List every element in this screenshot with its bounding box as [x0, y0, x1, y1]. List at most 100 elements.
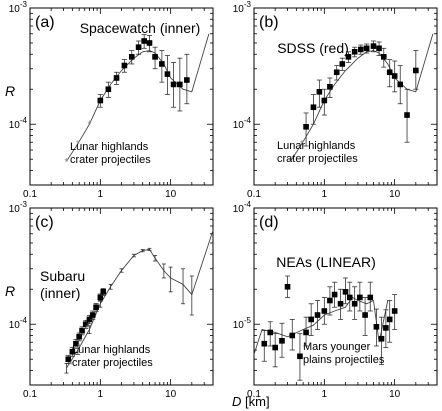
data-point [333, 69, 340, 76]
x-tick-label: 1 [98, 389, 104, 400]
data-point [321, 308, 328, 314]
y-tick-label: 10-5 [233, 316, 252, 331]
data-point [261, 340, 268, 347]
panel-title: NEAs (LINEAR) [276, 254, 376, 270]
panel-label: (c) [35, 214, 54, 231]
data-point [170, 81, 177, 88]
data-point [314, 312, 321, 318]
data-point [331, 291, 338, 298]
data-point [351, 300, 358, 307]
panel-annotation: plains projectiles [303, 354, 385, 366]
data-point [357, 46, 364, 53]
data-point [373, 324, 380, 330]
data-point [303, 329, 309, 336]
data-point [159, 61, 165, 67]
data-point [357, 294, 363, 301]
data-point-star: * [87, 120, 91, 131]
panel-annotation: Mars younger [303, 341, 371, 353]
panel-annotation: Lunar highlands [70, 141, 149, 153]
panel-a: 0.1 1 10 * * * (a) Spacewatch (inner) Lunar high… [5, 7, 214, 200]
data-point-star: * [289, 157, 293, 168]
data-point [327, 83, 333, 90]
panel-label: (d) [259, 214, 279, 231]
data-point [65, 356, 72, 363]
data-point [82, 321, 89, 328]
data-point [89, 312, 96, 318]
y-axis-label: R [5, 83, 15, 99]
data-point [177, 81, 183, 88]
data-point [383, 325, 389, 331]
data-point [378, 335, 385, 342]
data-point [152, 54, 158, 60]
panel-title: Subaru [40, 268, 85, 284]
data-point [79, 327, 85, 334]
y-tick-label: 10-3 [233, 0, 252, 15]
data-point [297, 353, 303, 360]
panel-title: Spacewatch (inner) [80, 20, 201, 36]
data-point [128, 54, 135, 60]
data-point [267, 329, 274, 336]
data-point [105, 86, 112, 93]
data-point [146, 40, 153, 46]
data-point [391, 308, 398, 314]
y-tick-label: 10-4 [233, 200, 252, 215]
data-point [351, 48, 358, 55]
data-point [391, 73, 398, 79]
data-point-star: * [76, 139, 80, 150]
y-axis-label: R [5, 283, 15, 299]
data-point [346, 294, 353, 301]
y-tick-label: 10-4 [9, 116, 28, 131]
x-tick-label: 10 [389, 389, 401, 400]
data-point [310, 104, 317, 111]
data-point [73, 340, 79, 347]
x-tick-label: 0.1 [247, 189, 261, 200]
data-point-star: * [69, 360, 73, 371]
data-point-star: * [85, 323, 89, 334]
data-point [93, 304, 99, 311]
x-axis-label: D [km] [232, 394, 270, 409]
panel-label: (b) [259, 14, 279, 31]
panel-title: (inner) [40, 285, 80, 301]
panel-c: 0.1 1 10 * * * (c) Subaru(inner) Lunar highlands… [5, 207, 214, 400]
x-tick-label: 10 [389, 189, 401, 200]
panel-b: 0.1 1 10 * * (b) SDSS (red) Lunar highlandscrat… [247, 7, 438, 200]
data-point [316, 89, 323, 95]
data-point [367, 294, 374, 301]
y-tick-label: 10-4 [233, 116, 252, 131]
data-point [370, 43, 377, 49]
x-tick-label: 0.1 [23, 189, 37, 200]
x-tick-label: 10 [165, 189, 177, 200]
x-tick-label: 10 [165, 389, 177, 400]
data-point [141, 38, 147, 44]
data-point [279, 338, 285, 344]
panel-annotation: crater projectiles [72, 357, 153, 369]
data-point [363, 45, 370, 52]
data-point [113, 75, 120, 81]
data-point [404, 112, 410, 118]
data-point [164, 71, 171, 77]
data-point [308, 316, 314, 323]
data-point [339, 61, 346, 67]
data-point [397, 81, 404, 88]
data-point [76, 333, 82, 340]
data-point [337, 300, 344, 307]
x-tick-label: 1 [98, 189, 104, 200]
data-point [69, 348, 76, 355]
panel-label: (a) [35, 14, 55, 31]
x-tick-label: 1 [322, 389, 328, 400]
data-point [413, 67, 419, 74]
x-tick-label: 1 [322, 189, 328, 200]
panel-annotation: Lunar highlands [72, 344, 151, 356]
data-point [321, 97, 328, 104]
data-point [345, 54, 352, 60]
data-point [303, 124, 309, 130]
panel-annotation: crater projectiles [277, 153, 358, 165]
data-point [386, 316, 393, 323]
panel-d: 0.1 1 10 (d) NEAs (LINEAR) Mars youngerplains… [247, 207, 438, 400]
data-point [380, 54, 387, 60]
x-tick-label: 0.1 [247, 389, 261, 400]
data-point [100, 289, 107, 295]
data-point [135, 44, 142, 50]
data-point [289, 332, 296, 339]
